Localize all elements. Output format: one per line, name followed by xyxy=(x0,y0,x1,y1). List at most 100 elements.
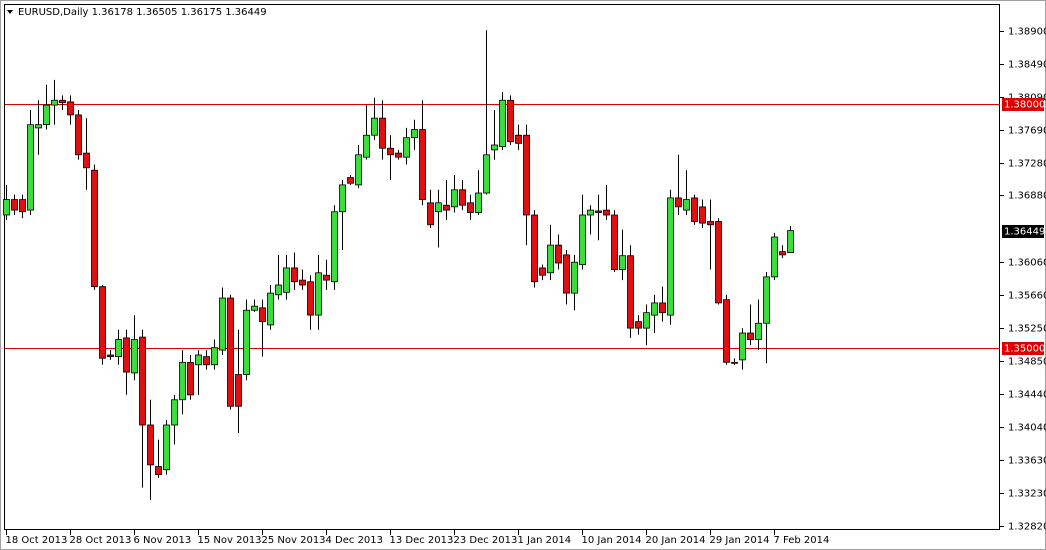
bear-body xyxy=(611,214,618,270)
bear-body xyxy=(187,361,194,396)
bear-body xyxy=(427,202,434,226)
y-tick-label: 1.38900 xyxy=(1008,27,1046,38)
bull-body xyxy=(579,214,586,266)
bull-body xyxy=(251,305,258,311)
bear-body xyxy=(699,206,706,224)
x-tick-label: 25 Nov 2013 xyxy=(262,535,326,546)
bear-body xyxy=(459,189,466,206)
bear-body xyxy=(83,152,90,169)
bull-body xyxy=(331,211,338,283)
bull-body xyxy=(219,297,226,351)
y-tick-label: 1.36880 xyxy=(1008,191,1046,202)
bear-body xyxy=(563,254,570,294)
bull-body xyxy=(547,244,554,274)
y-tick-label: 1.36060 xyxy=(1008,258,1046,269)
y-tick-label: 1.37690 xyxy=(1008,126,1046,137)
bull-body xyxy=(3,199,10,216)
y-tick-label: 1.38490 xyxy=(1008,60,1046,71)
bull-body xyxy=(35,124,42,129)
bear-body xyxy=(307,281,314,316)
bear-body xyxy=(595,210,602,213)
bear-body xyxy=(603,209,610,216)
y-tick-label: 1.32820 xyxy=(1008,522,1046,533)
level-label: 1.35000 xyxy=(1004,344,1045,355)
level-label: 1.38000 xyxy=(1004,100,1045,111)
bear-body xyxy=(99,286,106,359)
bear-body xyxy=(259,307,266,323)
x-tick-label: 6 Nov 2013 xyxy=(134,535,192,546)
bear-body xyxy=(779,251,786,256)
plot-frame xyxy=(4,4,1000,530)
price-label: 1.36449 xyxy=(1004,227,1045,238)
bear-body xyxy=(67,101,74,116)
bear-body xyxy=(11,199,18,211)
bull-body xyxy=(483,154,490,194)
bear-body xyxy=(419,129,426,200)
x-tick-label: 7 Feb 2014 xyxy=(774,535,830,546)
bear-body xyxy=(507,99,514,143)
y-tick-label: 1.35660 xyxy=(1008,291,1046,302)
bull-body xyxy=(619,255,626,270)
x-tick-label: 28 Oct 2013 xyxy=(70,535,132,546)
last-high: 1.36505 xyxy=(136,7,177,18)
bull-body xyxy=(571,261,578,294)
bear-body xyxy=(235,374,242,407)
bull-body xyxy=(171,399,178,426)
bear-body xyxy=(443,204,450,211)
bull-body xyxy=(371,117,378,136)
bear-body xyxy=(627,255,634,329)
y-tick-label: 1.37280 xyxy=(1008,159,1046,170)
bear-body xyxy=(347,177,354,184)
bear-body xyxy=(675,197,682,208)
bull-body xyxy=(651,302,658,316)
x-tick-label: 18 Oct 2013 xyxy=(6,535,68,546)
x-tick-label: 29 Jan 2014 xyxy=(710,535,770,546)
bear-body xyxy=(147,424,154,466)
bear-body xyxy=(59,99,66,104)
bull-body xyxy=(115,339,122,358)
bull-body xyxy=(355,154,362,186)
bear-body xyxy=(19,199,26,213)
x-tick-label: 13 Dec 2013 xyxy=(390,535,454,546)
bear-body xyxy=(387,147,394,156)
bear-body xyxy=(659,302,666,314)
x-tick-label: 20 Jan 2014 xyxy=(646,535,706,546)
y-tick-label: 1.34850 xyxy=(1008,357,1046,368)
bull-body xyxy=(275,284,282,296)
bull-body xyxy=(763,276,770,324)
bear-body xyxy=(291,267,298,283)
bull-body xyxy=(667,197,674,316)
bull-body xyxy=(267,292,274,326)
bull-body xyxy=(771,236,778,278)
bear-body xyxy=(731,361,738,364)
bear-body xyxy=(691,197,698,222)
menu-arrow[interactable] xyxy=(7,10,13,14)
bear-body xyxy=(107,354,114,358)
y-tick-label: 1.33630 xyxy=(1008,456,1046,467)
bull-body xyxy=(163,424,170,471)
x-tick-label: 4 Dec 2013 xyxy=(326,535,384,546)
price-label-box xyxy=(1002,225,1044,238)
x-tick-label: 1 Jan 2014 xyxy=(518,535,572,546)
bull-body xyxy=(739,332,746,361)
bull-body xyxy=(51,99,58,106)
last-open: 1.36178 xyxy=(92,7,133,18)
bear-body xyxy=(467,202,474,213)
bear-body xyxy=(139,336,146,426)
bull-body xyxy=(43,104,50,126)
bear-body xyxy=(635,321,642,329)
bull-body xyxy=(131,339,138,374)
x-tick-label: 15 Nov 2013 xyxy=(198,535,262,546)
bull-body xyxy=(411,129,418,139)
bear-body xyxy=(379,117,386,149)
bear-body xyxy=(747,332,754,340)
bull-body xyxy=(27,124,34,211)
symbol: EURUSD,Daily xyxy=(18,7,89,18)
bear-body xyxy=(91,169,98,288)
bull-body xyxy=(435,202,442,213)
bull-body xyxy=(339,184,346,213)
bull-body xyxy=(755,322,762,340)
bear-body xyxy=(555,244,562,264)
